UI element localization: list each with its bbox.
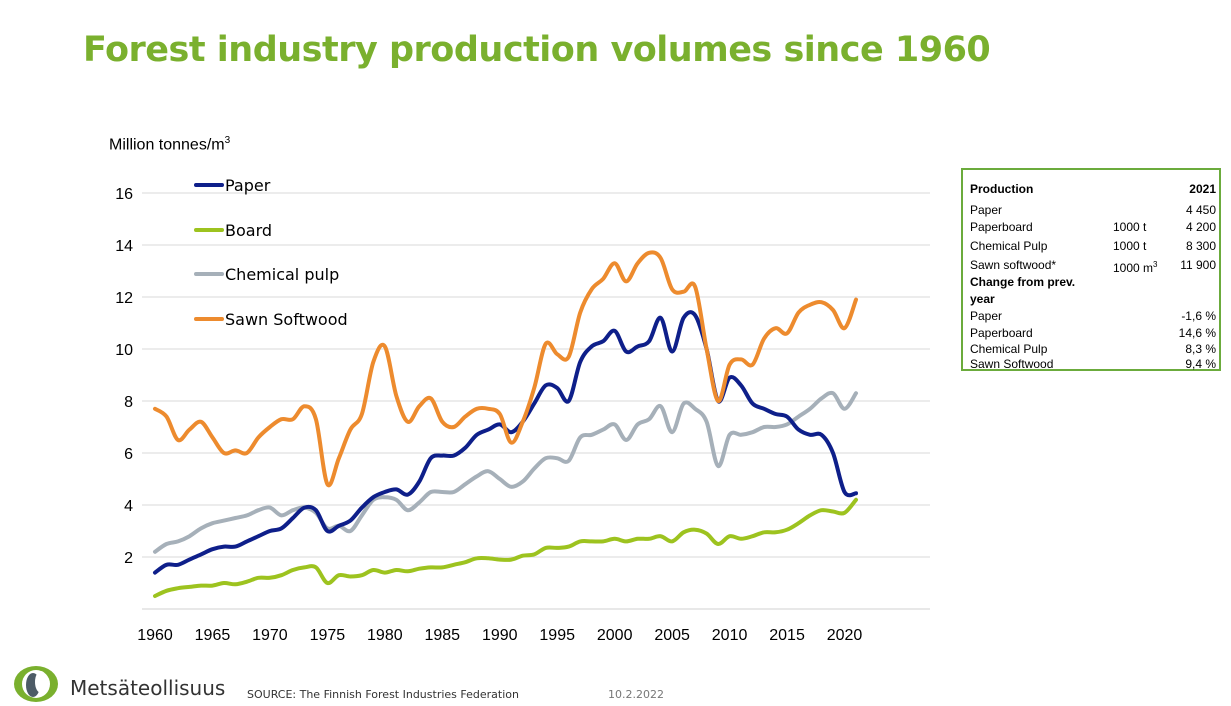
x-tick-label: 1980	[367, 627, 403, 644]
legend-label-paper: Paper	[225, 176, 271, 195]
x-tick-label: 1975	[310, 627, 346, 644]
series-line-sawn-softwood	[153, 250, 858, 488]
row-value: -1,6 %	[1181, 309, 1216, 323]
y-tick-label: 2	[124, 550, 133, 567]
row-label: Chemical Pulp	[970, 342, 1048, 356]
series-lines	[153, 250, 858, 598]
y-tick-label: 12	[115, 290, 133, 307]
table-header-label: Production	[970, 182, 1034, 196]
row-label: Sawn softwood*	[970, 258, 1057, 272]
production-summary-table: Production 2021 Paper 4 450 Paperboard 1…	[961, 168, 1221, 371]
page-title: Forest industry production volumes since…	[83, 30, 991, 70]
table-header-row: Production 2021	[970, 181, 1216, 197]
publication-date: 10.2.2022	[608, 688, 664, 701]
y-tick-label: 16	[115, 186, 133, 203]
x-tick-label: 2000	[597, 627, 633, 644]
table-row: Paperboard 14,6 %	[970, 325, 1216, 341]
table-header-year: 2021	[1189, 182, 1216, 196]
row-value: 14,6 %	[1178, 326, 1216, 340]
series-line-chemical-pulp	[153, 390, 858, 554]
y-tick-label: 14	[115, 238, 133, 255]
y-tick-label: 6	[124, 446, 133, 463]
x-tick-label: 2015	[769, 627, 805, 644]
table-row: Chemical Pulp 8,3 %	[970, 341, 1216, 357]
table-row: Paperboard 1000 t 4 200	[970, 219, 1216, 235]
legend-label-chemical-pulp: Chemical pulp	[225, 265, 339, 284]
x-tick-label: 1985	[424, 627, 460, 644]
row-value: 8,3 %	[1185, 342, 1216, 356]
row-value: 11 900	[1180, 258, 1216, 272]
y-tick-label: 4	[124, 498, 133, 515]
row-value: 9,4 %	[1185, 357, 1216, 371]
row-unit-text: 1000 m	[1113, 261, 1154, 275]
legend-label-sawn-softwood: Sawn Softwood	[225, 310, 348, 329]
legend-label-board: Board	[225, 221, 272, 240]
x-tick-label: 2005	[654, 627, 690, 644]
row-unit: 1000 t	[1113, 220, 1147, 234]
y-tick-label: 10	[115, 342, 133, 359]
grid-lines	[142, 192, 930, 610]
legend: Paper Board Chemical pulp Sawn Softwood	[194, 176, 348, 329]
row-value: 4 200	[1185, 220, 1216, 234]
x-tick-label: 1995	[539, 627, 575, 644]
x-tick-label: 1970	[252, 627, 288, 644]
source-note: SOURCE: The Finnish Forest Industries Fe…	[247, 688, 519, 701]
series-line-board	[153, 497, 858, 598]
row-value: 8 300	[1185, 239, 1216, 253]
y-axis-label: Million tonnes/m3	[109, 135, 230, 154]
brand-name: Metsäteollisuus	[70, 676, 226, 700]
x-tick-label: 1965	[195, 627, 231, 644]
series-line-paper	[153, 310, 858, 575]
row-label: Paper	[970, 309, 1003, 323]
y-axis-label-superscript: 3	[224, 135, 231, 146]
y-tick-labels: 2 4 6 8 10 12 14 16	[115, 186, 133, 567]
row-label: Sawn Softwood	[970, 357, 1054, 371]
row-unit-sup: 3	[1153, 260, 1158, 269]
x-tick-label: 1990	[482, 627, 518, 644]
change-heading-line1: Change from prev.	[970, 275, 1076, 289]
row-label: Paperboard	[970, 220, 1033, 234]
row-label: Paperboard	[970, 326, 1033, 340]
table-row: Chemical Pulp 1000 t 8 300	[970, 238, 1216, 254]
y-axis-label-text: Million tonnes/m	[109, 136, 225, 154]
change-heading-line2: year	[970, 292, 995, 306]
table-row: Paper -1,6 %	[970, 308, 1216, 324]
row-label: Chemical Pulp	[970, 239, 1048, 253]
x-tick-label: 2020	[827, 627, 863, 644]
x-tick-label: 1960	[137, 627, 173, 644]
table-row: Paper 4 450	[970, 202, 1216, 218]
row-label: Paper	[970, 203, 1003, 217]
table-row: Sawn softwood* 1000 m3 11 900	[970, 257, 1216, 276]
x-tick-label: 2010	[712, 627, 748, 644]
table-row: Sawn Softwood 9,4 %	[970, 356, 1216, 372]
metsateollisuus-logo-icon	[14, 666, 58, 702]
x-tick-labels: 1960 1965 1970 1975 1980 1985 1990 1995 2000 2005…	[137, 627, 862, 644]
row-unit: 1000 m3	[1113, 257, 1157, 276]
y-tick-label: 8	[124, 394, 133, 411]
row-value: 4 450	[1185, 203, 1216, 217]
row-unit: 1000 t	[1113, 239, 1147, 253]
